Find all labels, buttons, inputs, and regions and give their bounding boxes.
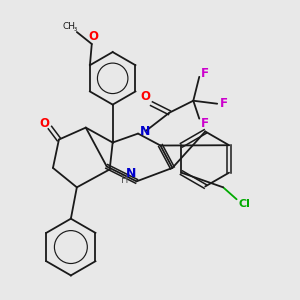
Text: Cl: Cl bbox=[238, 199, 250, 209]
Text: CH: CH bbox=[63, 22, 76, 31]
Text: O: O bbox=[40, 117, 50, 130]
Text: F: F bbox=[201, 117, 208, 130]
Text: F: F bbox=[201, 68, 208, 80]
Text: F: F bbox=[220, 97, 228, 110]
Text: O: O bbox=[88, 30, 98, 43]
Text: H: H bbox=[121, 175, 128, 185]
Text: ₃: ₃ bbox=[74, 24, 77, 33]
Text: O: O bbox=[140, 90, 151, 103]
Text: N: N bbox=[125, 167, 136, 180]
Text: N: N bbox=[140, 125, 151, 138]
